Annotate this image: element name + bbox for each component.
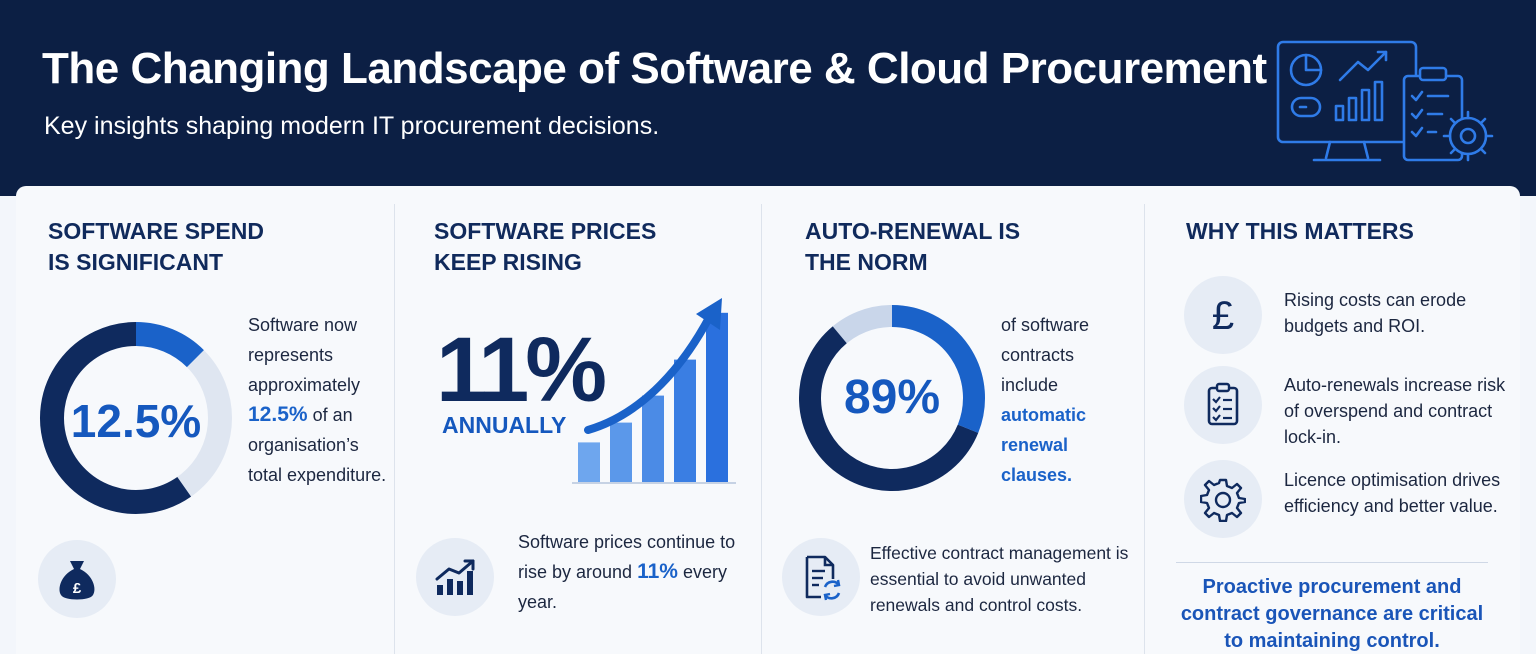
trend-arrow-head [696,298,722,330]
page-title: The Changing Landscape of Software & Clo… [42,44,1267,93]
price-bar [674,359,696,482]
dashboard-checklist-gear-icon [1276,40,1494,162]
checklist-icon [1184,366,1262,444]
gear-icon [1184,460,1262,538]
col2-heading: SOFTWARE PRICES KEEP RISING [434,218,657,275]
col4-heading: WHY THIS MATTERS [1186,218,1414,244]
col1-text-after: of an organisation’s total expenditure. [248,405,387,485]
money-bag-pound-icon: £ [38,540,116,618]
col2-text-after: every year. [518,562,727,612]
document-renew-icon [782,538,860,616]
column-divider [761,204,762,654]
column-divider [394,204,395,654]
column-divider [1144,204,1145,654]
why-item-text: Rising costs can erode budgets and ROI. [1284,290,1467,336]
donut-highlight-arc [135,322,204,368]
col1-text-before: Software now represents approximately [248,315,361,395]
why-item-text: Auto-renewals increase risk of overspend… [1284,375,1506,447]
page-subtitle: Key insights shaping modern IT procureme… [44,112,660,140]
price-growth-label: ANNUALLY [442,412,567,438]
price-growth-value: 11% [436,319,607,421]
col2-highlight: 11% [637,560,678,583]
why-divider [1176,562,1488,563]
svg-text:£: £ [1212,294,1234,337]
why-item-text: Licence optimisation drives efficiency a… [1284,470,1501,516]
price-bar [578,442,600,482]
price-bar [610,422,632,482]
price-bar [642,395,664,482]
col3-highlight: automatic renewal clauses. [1001,405,1087,485]
donut-dark-arc [799,326,979,491]
col3-heading: AUTO-RENEWAL IS THE NORM [805,218,1021,275]
content-panel [16,186,1520,654]
auto-renewal-donut-chart [799,305,985,491]
col1-heading: SOFTWARE SPEND IS SIGNIFICANT [48,218,264,275]
trend-arrow-line [584,312,714,434]
col3-text-before: of software contracts include [1001,315,1090,395]
col2-text-before: Software prices continue to rise by arou… [518,532,736,582]
spend-donut-chart [40,322,232,514]
donut-highlight-arc [891,305,985,433]
spend-donut-value: 12.5% [70,395,202,447]
rising-prices-chart [572,298,736,484]
price-bar [706,312,728,482]
conclusion-text: Proactive procurement and contract gover… [1180,576,1484,652]
col3-footer-text: Effective contract management is essenti… [870,543,1129,615]
header-banner [0,0,1536,196]
donut-dark-arc [40,322,192,514]
rising-bar-chart-icon [416,538,494,616]
auto-renewal-donut-value: 89% [843,371,941,424]
col3-body-text: of software contracts include automatic … [1001,310,1121,490]
col1-body-text: Software now represents approximately 12… [248,310,388,490]
pound-icon: £ [1184,276,1262,354]
svg-text:£: £ [73,580,82,597]
col1-highlight: 12.5% [248,403,308,426]
col2-body-text: Software prices continue to rise by arou… [518,527,738,617]
